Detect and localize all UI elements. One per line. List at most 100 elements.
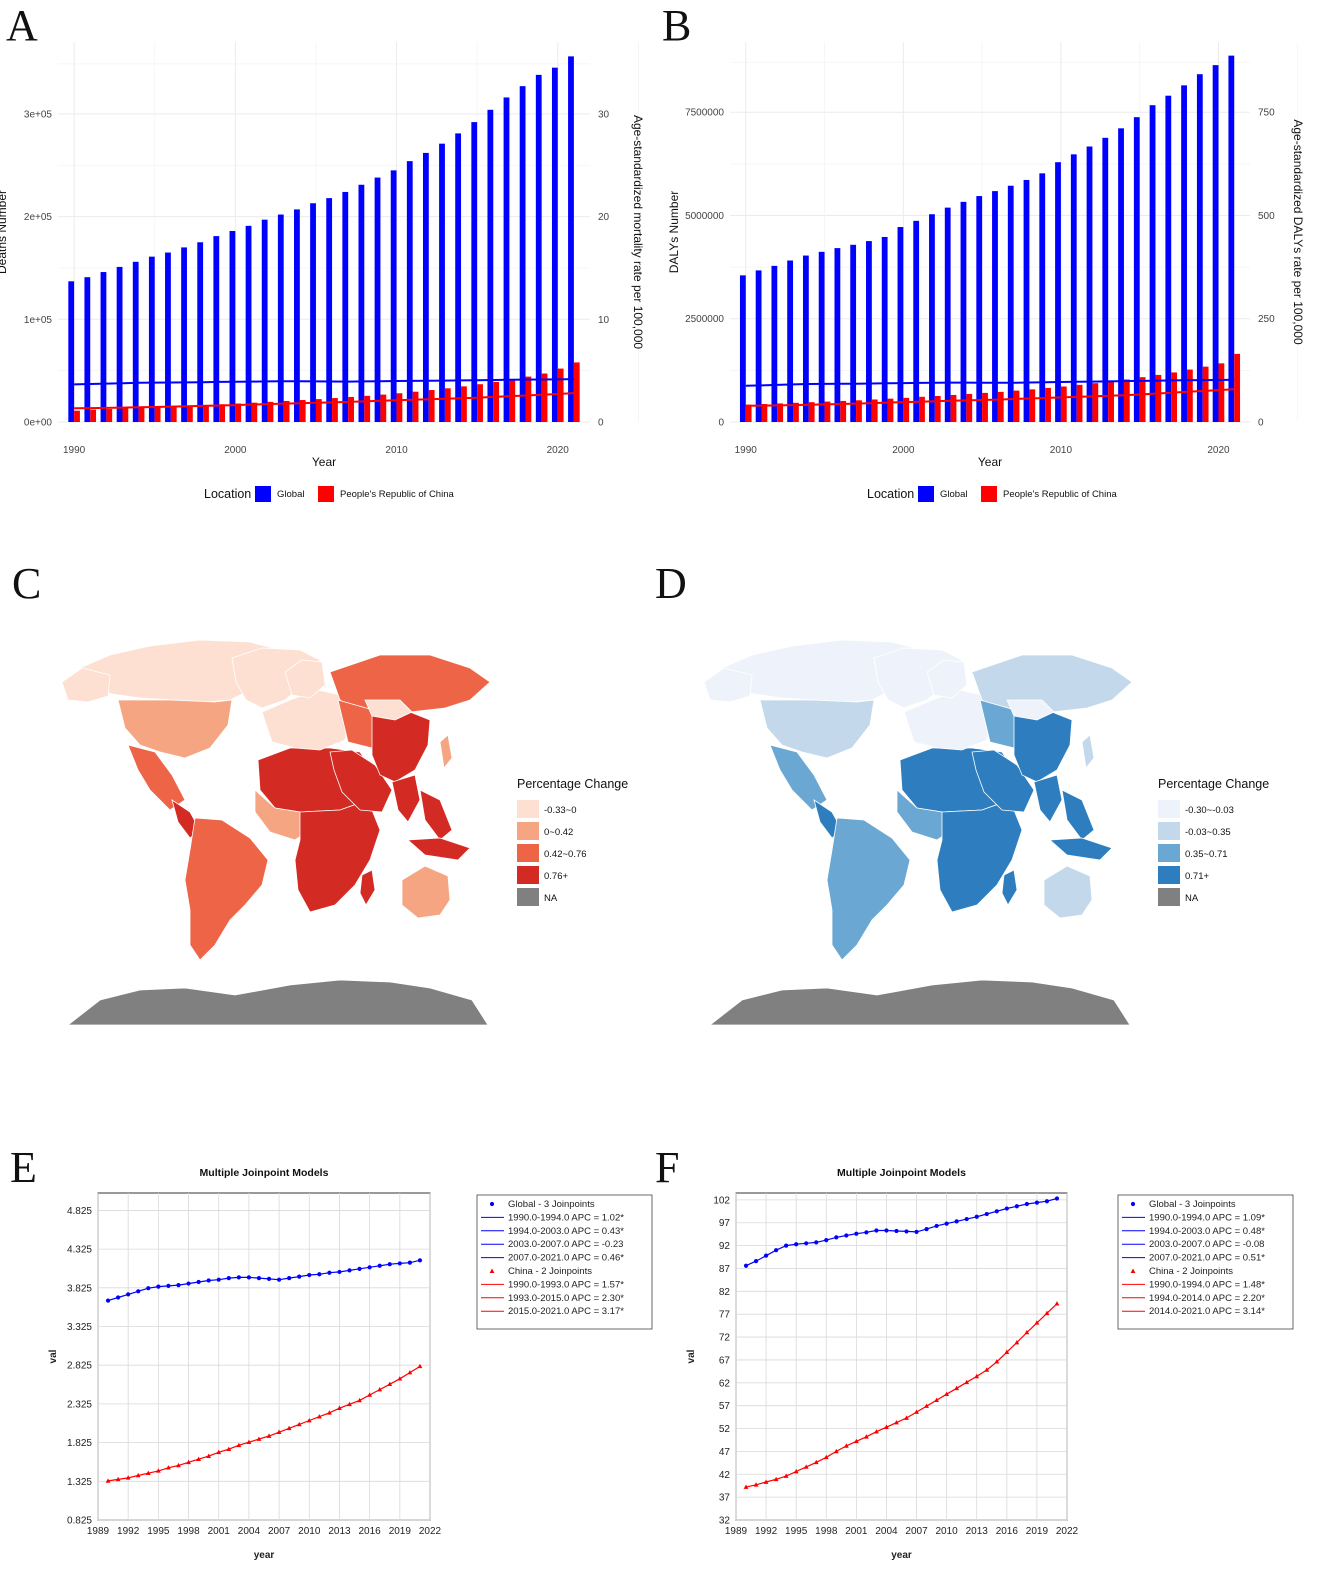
bar-global: [1102, 137, 1109, 422]
bar-global: [519, 86, 526, 422]
plot-frame: [97, 1192, 431, 1521]
bar-china: [1171, 372, 1178, 422]
bar-global: [100, 272, 107, 422]
bar-global: [277, 214, 284, 422]
bar-global: [439, 143, 445, 423]
bar-china: [332, 398, 338, 422]
bar-global: [68, 281, 75, 422]
point-global: [116, 1295, 121, 1300]
map-region-madagascar: [359, 869, 376, 906]
legend-label-china: People's Republic of China: [1003, 489, 1117, 500]
legend-entry: 2014.0-2021.0 APC = 3.14*: [1149, 1306, 1265, 1317]
bar-china: [871, 399, 878, 422]
map-legend-title: Percentage Change: [1158, 777, 1269, 791]
bar-china: [428, 390, 435, 422]
point-china: [326, 1410, 332, 1415]
bar-china: [793, 402, 799, 422]
map-region-southam: [826, 817, 911, 961]
bar-global: [310, 203, 316, 422]
bar-global: [1055, 162, 1061, 422]
bar-china: [1123, 379, 1130, 422]
map-region-indonesia: [407, 837, 471, 861]
map-regions: [703, 639, 1133, 1026]
bar-china: [856, 400, 862, 422]
bar-china: [477, 384, 483, 422]
point-global: [954, 1219, 959, 1224]
bar-global: [422, 152, 429, 422]
point-global: [753, 1259, 759, 1264]
x-tick-label: 1992: [755, 1526, 778, 1537]
rate-line-global: [74, 378, 574, 386]
x-axis-title: year: [891, 1550, 912, 1561]
bar-global: [374, 177, 381, 422]
map-region-china: [371, 711, 431, 783]
bar-china: [444, 388, 451, 422]
map-region-scandinavia: [284, 659, 326, 699]
point-china: [954, 1385, 960, 1391]
map-region-usa: [759, 699, 875, 759]
x-tick-label: 2022: [1056, 1526, 1079, 1537]
point-china: [1004, 1349, 1010, 1354]
point-china: [874, 1429, 879, 1434]
point-global: [814, 1240, 819, 1245]
point-global: [327, 1270, 332, 1275]
bar-global: [148, 256, 155, 422]
point-china: [206, 1453, 212, 1458]
point-china: [216, 1449, 222, 1455]
bar-global: [1196, 74, 1203, 422]
bar-global: [1118, 128, 1124, 422]
point-global: [287, 1276, 292, 1281]
bar-global: [897, 227, 904, 422]
bar-china: [364, 395, 371, 422]
bar-global: [1023, 179, 1030, 422]
map-legend-swatch: [1158, 844, 1180, 862]
point-global: [387, 1262, 392, 1267]
y-tick-label: 102: [713, 1195, 730, 1206]
point-global: [844, 1233, 849, 1238]
x-tick-label: 1992: [117, 1526, 140, 1537]
x-tick-label: 2007: [268, 1526, 291, 1537]
bar-china: [997, 391, 1004, 422]
map-legend-swatch: [1158, 888, 1180, 906]
y-tick-label: 3.825: [67, 1283, 92, 1294]
x-tick-label: 2010: [298, 1526, 321, 1537]
point-global: [743, 1263, 749, 1268]
map-legend-label: 0.76+: [544, 871, 568, 882]
map-region-japan: [1081, 734, 1095, 769]
legend-label-global: Global: [277, 489, 304, 500]
bar-chart-b: 0 2500000 5000000 7500000 0 250 500 750 1990 2000…: [667, 42, 1305, 502]
bar-global: [213, 236, 220, 422]
bar-china: [1076, 384, 1083, 422]
bar-global: [1165, 95, 1172, 423]
point-global: [377, 1263, 382, 1268]
bar-china: [966, 393, 973, 422]
x-tick-label: 2020: [547, 445, 570, 456]
point-global: [236, 1275, 241, 1280]
point-global: [297, 1274, 302, 1279]
x-axis-title: Year: [312, 455, 336, 469]
legend-entry: 2015.0-2021.0 APC = 3.17*: [508, 1306, 624, 1317]
point-china: [974, 1373, 980, 1379]
bar-global: [294, 209, 300, 422]
bar-global: [165, 252, 171, 422]
bar-global: [181, 247, 187, 422]
y2-tick-label: 500: [1258, 211, 1275, 222]
legend-marker-global: [1130, 1201, 1136, 1207]
map-region-china: [1013, 711, 1073, 783]
point-china: [994, 1359, 1000, 1364]
point-china: [843, 1443, 849, 1448]
y-tick-label: 0e+00: [24, 418, 53, 429]
bar-china: [1108, 381, 1114, 422]
bar-global: [116, 266, 123, 422]
map-legend-swatch: [1158, 822, 1180, 840]
y-axis-title: DALYs Number: [667, 191, 681, 273]
legend-entry: 2003.0-2007.0 APC = -0.08: [1149, 1239, 1264, 1250]
bar-china: [840, 400, 847, 422]
point-global: [864, 1230, 869, 1235]
y2-tick-label: 20: [598, 212, 610, 223]
y-tick-label: 47: [719, 1447, 731, 1458]
map-region-antarctica: [66, 979, 489, 1026]
bar-global: [1007, 185, 1014, 422]
bar-china: [887, 398, 894, 422]
